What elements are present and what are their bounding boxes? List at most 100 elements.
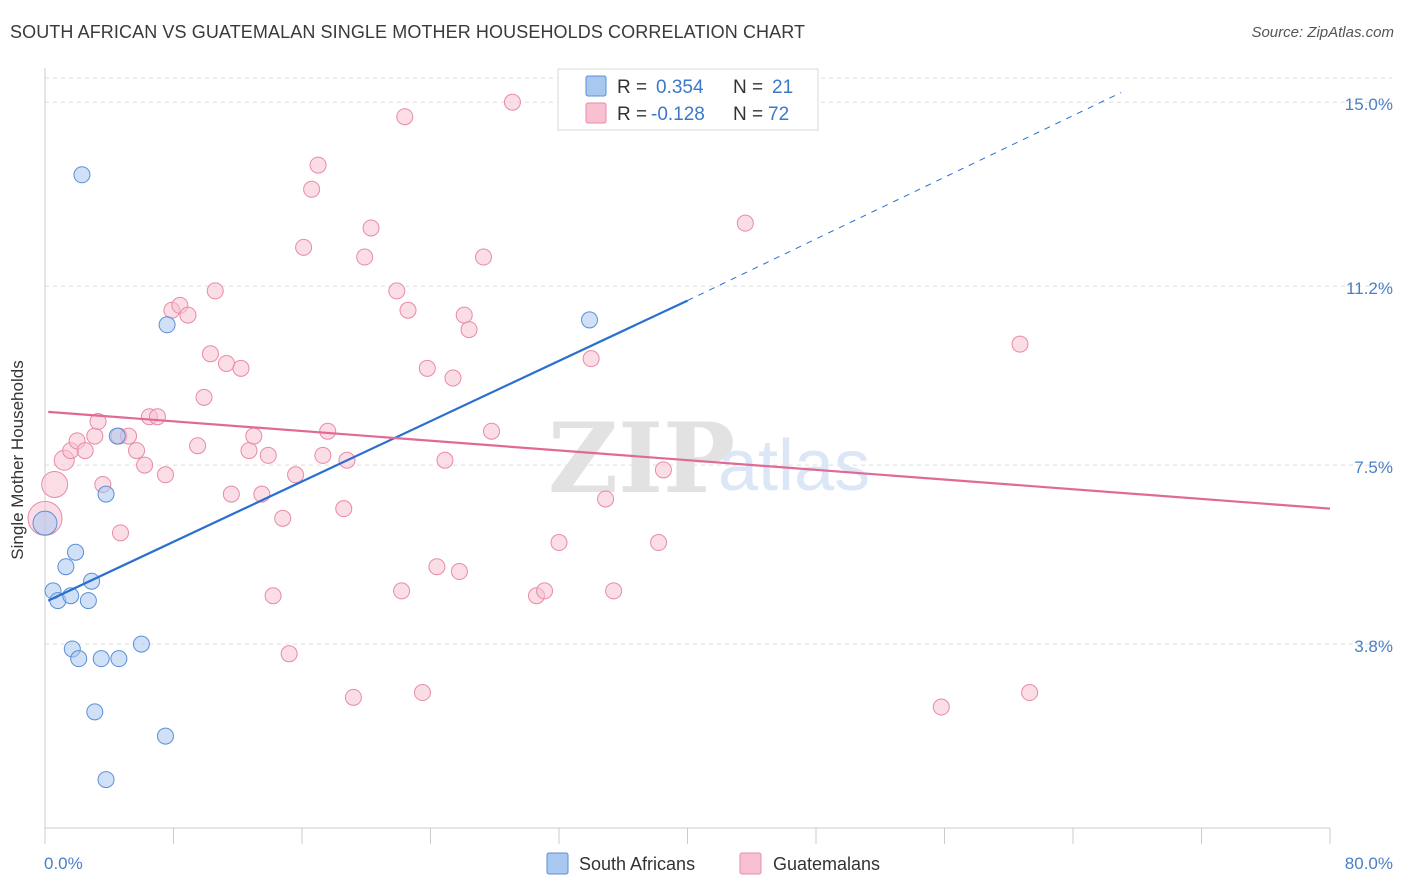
guatemalan-point — [388, 282, 406, 300]
guatemalan-point — [89, 413, 107, 431]
south-african-point — [97, 485, 115, 503]
guatemalan-point — [156, 466, 174, 484]
watermark-atlas: atlas — [718, 426, 870, 506]
guatemalan-point — [393, 582, 411, 600]
watermark-zip: ZIP — [548, 402, 735, 515]
guatemalan-point — [335, 500, 353, 518]
south-african-point — [73, 166, 91, 184]
legend-n-label: N = — [733, 104, 763, 125]
source-credit: Source: ZipAtlas.com — [1251, 24, 1394, 41]
x-tick-label: 0.0% — [44, 854, 83, 873]
guatemalan-point — [195, 388, 213, 406]
grid-layer — [45, 77, 1392, 645]
guatemalan-point — [309, 156, 327, 174]
legend-swatch-guatemalans — [585, 102, 607, 124]
south-african-point — [97, 771, 115, 789]
guatemalan-point — [536, 582, 554, 600]
guatemalan-point — [128, 442, 146, 460]
guatemalan-point — [201, 345, 219, 363]
axis-layer: 3.8% 7.5% 11.2% 15.0% 0.0% 80.0% — [44, 68, 1393, 873]
guatemalan-point — [582, 350, 600, 368]
y-tick-label: 7.5% — [1354, 458, 1393, 477]
guatemalan-point — [287, 466, 305, 484]
y-tick-label: 3.8% — [1354, 637, 1393, 656]
legend-r-value: -0.128 — [651, 104, 705, 125]
guatemalan-point — [460, 321, 478, 339]
guatemalan-point — [362, 219, 380, 237]
guatemalan-point — [455, 306, 473, 324]
south-african-point — [70, 650, 88, 668]
guatemalan-point — [413, 684, 431, 702]
guatemalan-point — [428, 558, 446, 576]
south-african-point — [132, 635, 150, 653]
guatemalan-point — [932, 698, 950, 716]
south-african-point — [581, 311, 599, 329]
guatemalan-point — [280, 645, 298, 663]
legend-n-label: N = — [733, 77, 763, 98]
guatemalan-point — [550, 534, 568, 552]
guatemalan-point — [605, 582, 623, 600]
points-layer — [27, 93, 1039, 789]
guatemalan-point — [483, 422, 501, 440]
legend-n-value: 21 — [772, 77, 793, 98]
guatemalan-point — [314, 446, 332, 464]
guatemalan-point — [222, 485, 240, 503]
chart-title: SOUTH AFRICAN VS GUATEMALAN SINGLE MOTHE… — [10, 22, 806, 42]
south-african-point — [110, 650, 128, 668]
south-african-point — [92, 650, 110, 668]
guatemalan-point — [136, 456, 154, 474]
trend-line-guatemalans — [48, 410, 1331, 510]
guatemalan-point — [218, 354, 236, 372]
guatemalan-point — [650, 534, 668, 552]
guatemalan-point — [179, 306, 197, 324]
guatemalan-point — [475, 248, 493, 266]
guatemalan-point — [450, 563, 468, 581]
guatemalan-point — [232, 359, 250, 377]
guatemalan-point — [436, 451, 454, 469]
guatemalan-point — [503, 93, 521, 111]
guatemalan-point — [597, 490, 615, 508]
guatemalan-point — [245, 427, 263, 445]
series-swatch-guatemalans — [739, 852, 762, 875]
guatemalan-point — [86, 427, 104, 445]
y-tick-label: 15.0% — [1345, 95, 1393, 114]
series-swatch-south-africans — [546, 852, 569, 875]
south-african-point — [108, 427, 126, 445]
guatemalan-point — [1011, 335, 1029, 353]
south-african-point — [57, 558, 75, 576]
south-african-point — [158, 316, 176, 334]
guatemalan-point — [418, 359, 436, 377]
legend-r-value: 0.354 — [656, 77, 704, 98]
south-african-point — [79, 592, 97, 610]
watermark: ZIP atlas — [548, 402, 870, 515]
legend-n-value: 72 — [768, 104, 789, 125]
guatemalan-point — [444, 369, 462, 387]
trend-line-south-africans-projection — [687, 92, 1122, 302]
y-tick-label: 11.2% — [1346, 279, 1393, 298]
trend-layer — [47, 92, 1331, 602]
guatemalan-point — [189, 437, 207, 455]
correlation-legend: R = 0.354 N = 21 R = -0.128 N = 72 — [557, 68, 819, 131]
guatemalan-point — [274, 509, 292, 527]
legend-r-label: R = — [617, 104, 647, 125]
guatemalan-point — [399, 301, 417, 319]
legend-r-label: R = — [617, 77, 647, 98]
guatemalan-point — [41, 470, 69, 498]
guatemalan-point — [736, 214, 754, 232]
guatemalan-point — [356, 248, 374, 266]
guatemalan-point — [148, 408, 166, 426]
south-african-point — [67, 543, 85, 561]
guatemalan-point — [654, 461, 672, 479]
x-tick-label: 80.0% — [1345, 854, 1393, 873]
south-african-point — [86, 703, 104, 721]
guatemalan-point — [344, 688, 362, 706]
guatemalan-point — [319, 422, 337, 440]
trend-line-south-africans — [47, 299, 688, 602]
legend-swatch-south-africans — [585, 75, 607, 97]
guatemalan-point — [264, 587, 282, 605]
guatemalan-point — [76, 442, 94, 460]
guatemalan-point — [111, 524, 129, 542]
south-african-point — [32, 510, 58, 536]
series-label-south-africans: South Africans — [579, 854, 695, 874]
